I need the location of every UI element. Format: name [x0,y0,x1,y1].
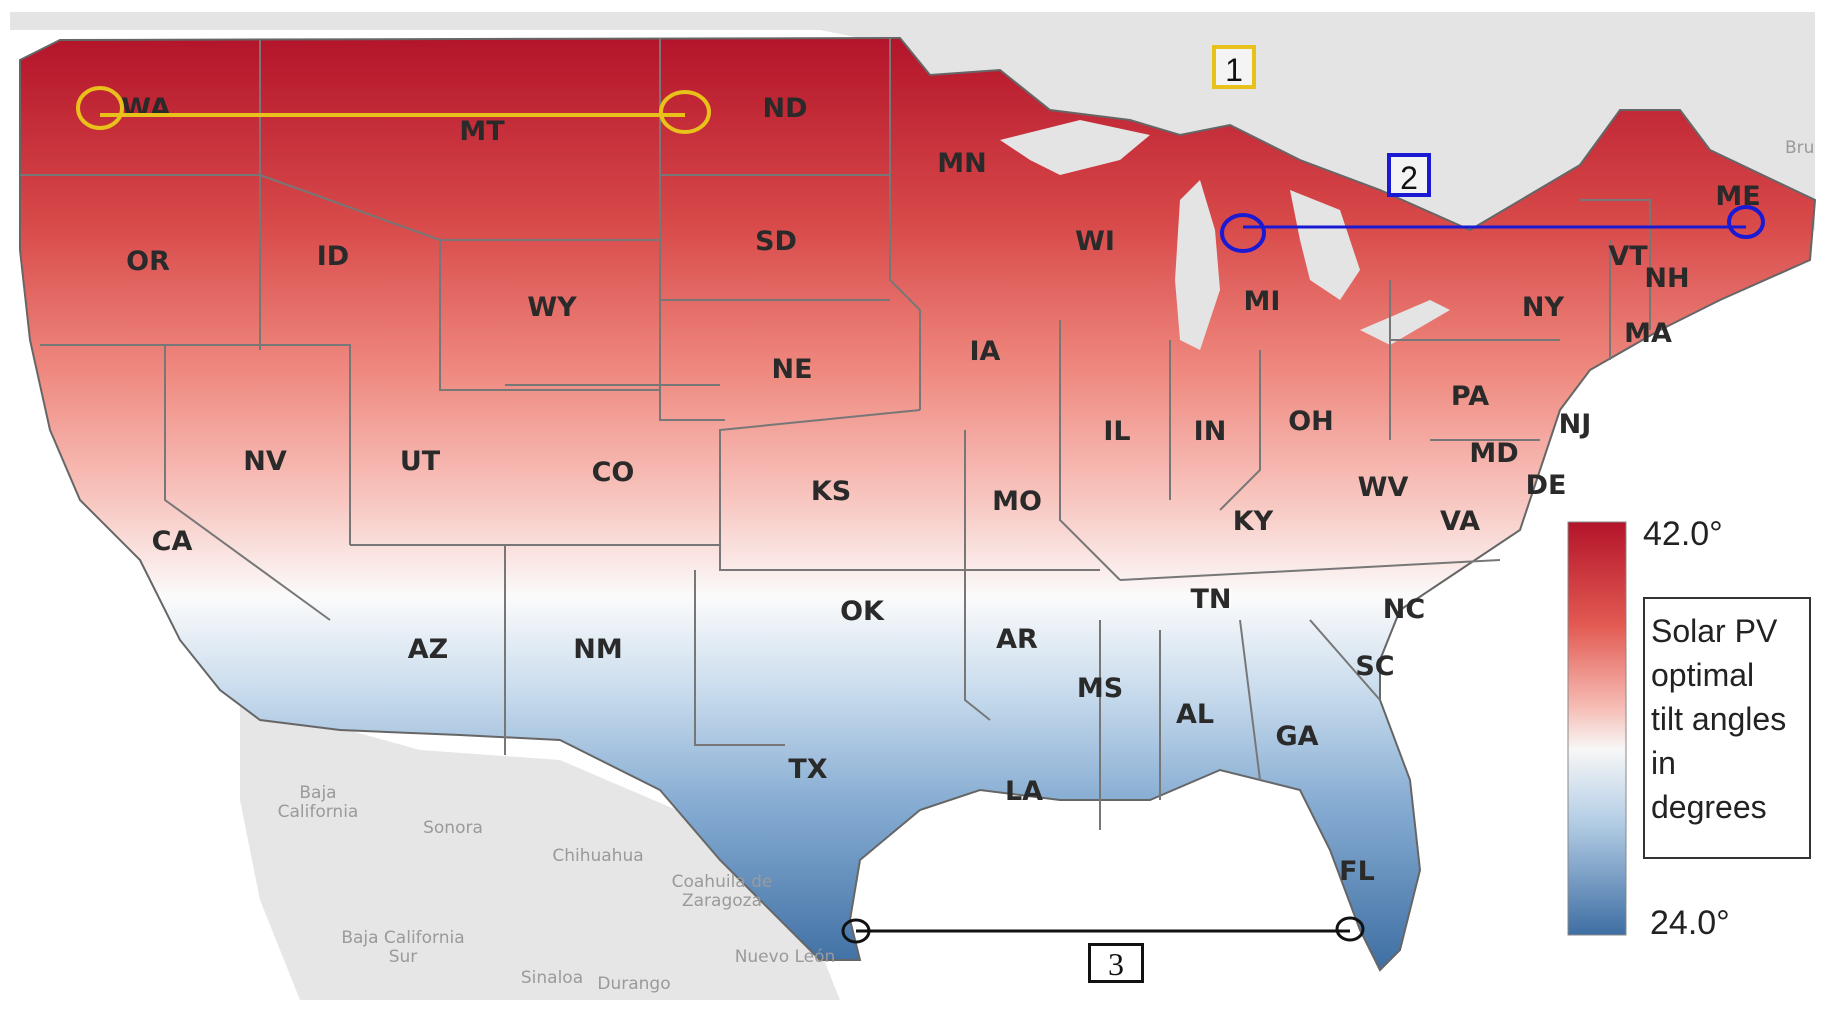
state-label-oh: OH [1288,406,1334,437]
state-label-wa: WA [121,93,171,124]
legend-title-line: optimal [1651,657,1755,693]
legend-title-line: Solar PV [1651,613,1778,649]
lake-erie [1360,300,1450,345]
state-label-ne: NE [771,354,812,385]
state-label-ny: NY [1522,292,1565,323]
state-label-mn: MN [937,148,986,179]
state-label-nj: NJ [1559,409,1592,440]
state-label-nd: ND [762,93,807,124]
line-2 [1220,205,1765,253]
state-label-mi: MI [1244,286,1281,317]
state-label-ma: MA [1624,318,1672,349]
place-label: Chihuahua [552,846,643,866]
place-label-partial: Bru [1785,138,1814,158]
state-label-mo: MO [992,486,1042,517]
legend-max-label: 42.0° [1643,515,1723,553]
state-label-mt: MT [459,116,505,147]
state-label-az: AZ [408,634,448,665]
state-label-ia: IA [970,336,1001,367]
legend-title-line: in [1651,745,1676,781]
state-label-va: VA [1440,506,1480,537]
line-3 [841,916,1365,944]
state-label-ms: MS [1077,673,1123,704]
gulf-water [840,850,1320,1000]
state-label-co: CO [592,457,635,488]
state-label-sc: SC [1355,651,1394,682]
state-label-pa: PA [1451,381,1489,412]
legend-color-bar [1567,521,1627,936]
marker-tag-1: 1 [1212,45,1256,89]
place-label: Coahuila de Zaragoza [672,872,773,911]
black-circle-icon [1335,916,1365,942]
state-label-fl: FL [1339,856,1375,887]
state-label-tx: TX [788,754,827,785]
lake-superior [1000,120,1150,175]
state-label-il: IL [1103,416,1130,447]
state-label-or: OR [126,246,170,277]
state-label-ok: OK [840,596,885,627]
line-1 [76,86,711,134]
place-label: Durango [597,974,670,994]
state-label-ar: AR [996,624,1038,655]
place-label: Baja California Sur [341,928,464,967]
state-label-la: LA [1005,776,1043,807]
blue-circle-icon [1727,205,1765,239]
legend-title: Solar PV optimal tilt angles in degrees [1643,597,1811,859]
state-label-ks: KS [811,476,851,507]
state-label-wv: WV [1358,472,1409,503]
state-label-ga: GA [1275,721,1318,752]
yellow-circle-icon [76,86,124,130]
state-label-in: IN [1194,416,1227,447]
legend-title-line: tilt angles [1651,701,1787,737]
state-label-nm: NM [573,634,622,665]
place-label: Sonora [423,818,483,838]
legend-title-line: degrees [1651,789,1767,825]
mexico-land [240,700,840,1000]
state-label-ca: CA [152,526,193,557]
state-label-wi: WI [1075,226,1115,257]
state-label-al: AL [1176,699,1214,730]
state-label-nv: NV [243,446,287,477]
state-label-ut: UT [400,446,441,477]
state-label-nh: NH [1644,263,1689,294]
state-label-vt: VT [1608,241,1648,272]
lake-michigan [1175,180,1220,350]
marker-tag-3: 3 [1088,943,1144,983]
legend-min-label: 24.0° [1650,904,1730,942]
state-borders [20,38,1651,830]
black-circle-icon [841,918,871,944]
marker-tag-2: 2 [1387,153,1431,197]
place-labels: Baja California Sonora Chihuahua Coahuila de… [278,783,836,994]
lake-huron [1290,190,1360,300]
state-label-tn: TN [1190,584,1231,615]
state-label-nc: NC [1383,594,1425,625]
state-label-de: DE [1526,470,1567,501]
place-label: Sinaloa [521,968,583,988]
yellow-circle-icon [659,90,711,134]
state-label-id: ID [317,241,349,272]
place-label: Baja California [278,783,359,822]
state-label-wy: WY [527,292,577,323]
state-label-ky: KY [1233,506,1274,537]
us-mainland [19,36,1817,972]
state-label-sd: SD [755,226,797,257]
state-label-md: MD [1469,438,1518,469]
blue-circle-icon [1220,213,1266,253]
place-label: Nuevo León [735,947,836,967]
